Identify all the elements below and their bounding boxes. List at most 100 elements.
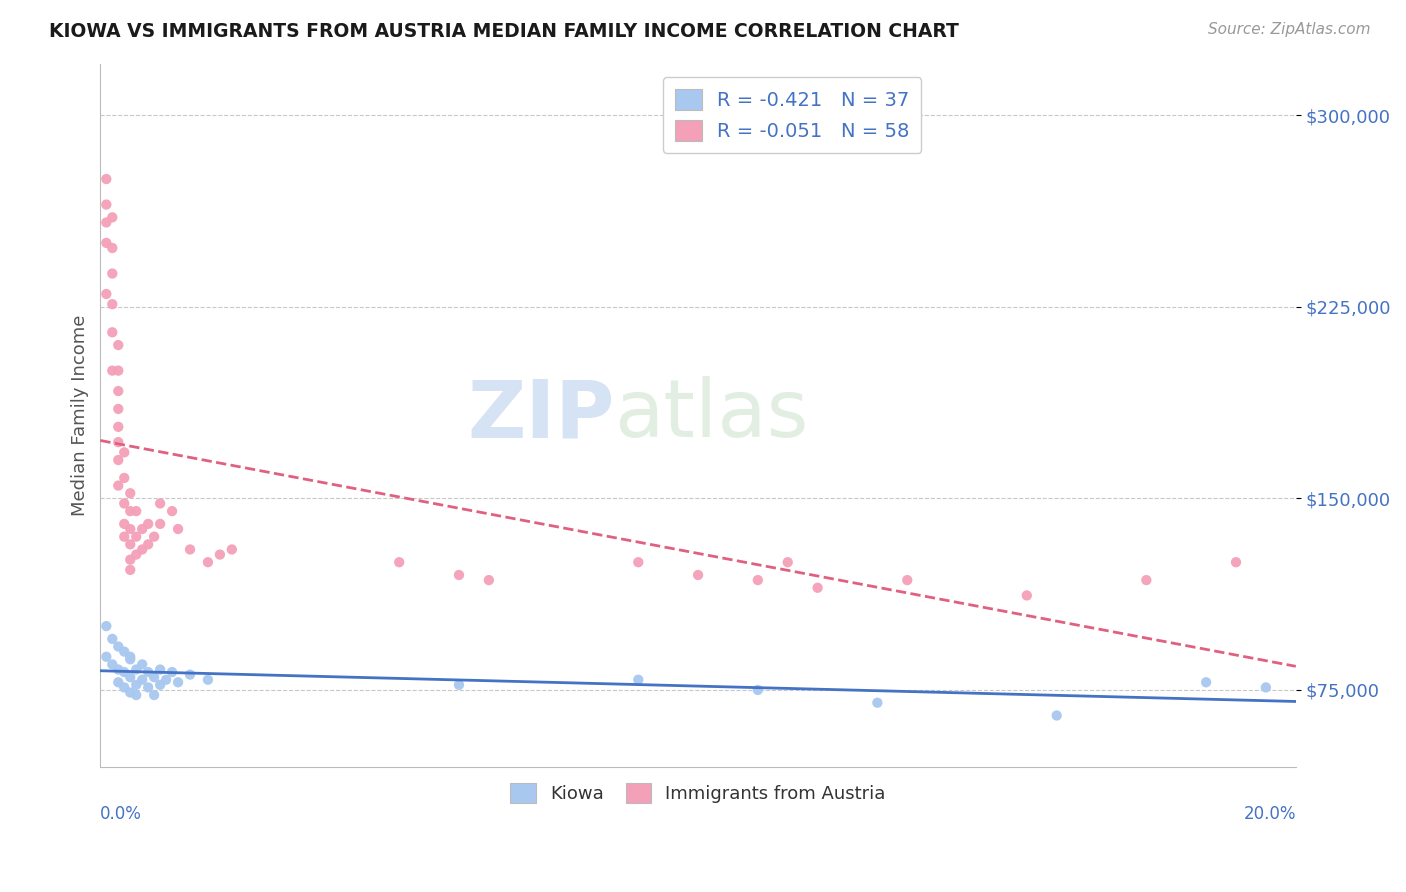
Point: [107, 384, 129, 398]
Point: [112, 681, 135, 695]
Point: [96, 197, 118, 211]
Point: [627, 673, 650, 687]
Point: [149, 516, 172, 531]
Point: [101, 211, 124, 225]
Point: [179, 542, 201, 557]
Point: [149, 496, 172, 510]
Point: [101, 657, 124, 672]
Point: [197, 673, 219, 687]
Point: [1135, 573, 1157, 587]
Point: [96, 172, 118, 186]
Point: [388, 555, 411, 569]
Text: 20.0%: 20.0%: [1243, 805, 1296, 823]
Point: [136, 665, 159, 679]
Point: [96, 287, 118, 301]
Point: [107, 363, 129, 377]
Y-axis label: Median Family Income: Median Family Income: [72, 315, 89, 516]
Point: [107, 675, 129, 690]
Point: [179, 667, 201, 681]
Point: [120, 652, 142, 666]
Point: [101, 297, 124, 311]
Point: [747, 682, 769, 697]
Point: [107, 419, 129, 434]
Point: [866, 696, 889, 710]
Point: [107, 478, 129, 492]
Text: ZIP: ZIP: [467, 376, 614, 454]
Point: [143, 670, 166, 684]
Point: [125, 678, 148, 692]
Point: [112, 471, 135, 485]
Point: [125, 548, 148, 562]
Point: [747, 573, 769, 587]
Text: Source: ZipAtlas.com: Source: ZipAtlas.com: [1208, 22, 1371, 37]
Point: [136, 516, 159, 531]
Point: [478, 573, 501, 587]
Point: [197, 555, 219, 569]
Point: [112, 530, 135, 544]
Point: [136, 681, 159, 695]
Point: [101, 632, 124, 646]
Text: 0.0%: 0.0%: [100, 805, 142, 823]
Point: [1195, 675, 1218, 690]
Point: [120, 685, 142, 699]
Legend: Kiowa, Immigrants from Austria: Kiowa, Immigrants from Austria: [503, 776, 893, 810]
Point: [686, 568, 709, 582]
Text: atlas: atlas: [614, 376, 808, 454]
Point: [120, 486, 142, 500]
Point: [120, 649, 142, 664]
Point: [136, 537, 159, 551]
Point: [143, 688, 166, 702]
Point: [112, 645, 135, 659]
Point: [1046, 708, 1069, 723]
Point: [131, 657, 153, 672]
Point: [208, 548, 231, 562]
Point: [131, 673, 153, 687]
Point: [149, 678, 172, 692]
Point: [112, 445, 135, 459]
Point: [155, 673, 177, 687]
Point: [447, 568, 470, 582]
Point: [125, 530, 148, 544]
Point: [107, 338, 129, 352]
Point: [447, 678, 470, 692]
Point: [101, 363, 124, 377]
Point: [120, 537, 142, 551]
Point: [896, 573, 918, 587]
Point: [131, 522, 153, 536]
Point: [160, 665, 183, 679]
Point: [807, 581, 830, 595]
Point: [120, 522, 142, 536]
Point: [96, 235, 118, 250]
Point: [107, 640, 129, 654]
Point: [1015, 589, 1038, 603]
Point: [125, 504, 148, 518]
Point: [96, 649, 118, 664]
Point: [120, 670, 142, 684]
Point: [221, 542, 243, 557]
Point: [101, 267, 124, 281]
Point: [120, 504, 142, 518]
Point: [125, 688, 148, 702]
Point: [1225, 555, 1247, 569]
Point: [96, 215, 118, 229]
Point: [167, 675, 190, 690]
Point: [627, 555, 650, 569]
Point: [112, 496, 135, 510]
Point: [107, 401, 129, 416]
Point: [776, 555, 799, 569]
Point: [101, 241, 124, 255]
Point: [101, 326, 124, 340]
Point: [125, 663, 148, 677]
Point: [120, 552, 142, 566]
Point: [131, 542, 153, 557]
Point: [160, 504, 183, 518]
Text: KIOWA VS IMMIGRANTS FROM AUSTRIA MEDIAN FAMILY INCOME CORRELATION CHART: KIOWA VS IMMIGRANTS FROM AUSTRIA MEDIAN …: [49, 22, 959, 41]
Point: [107, 435, 129, 450]
Point: [167, 522, 190, 536]
Point: [149, 663, 172, 677]
Point: [112, 665, 135, 679]
Point: [96, 619, 118, 633]
Point: [107, 663, 129, 677]
Point: [143, 530, 166, 544]
Point: [1254, 681, 1277, 695]
